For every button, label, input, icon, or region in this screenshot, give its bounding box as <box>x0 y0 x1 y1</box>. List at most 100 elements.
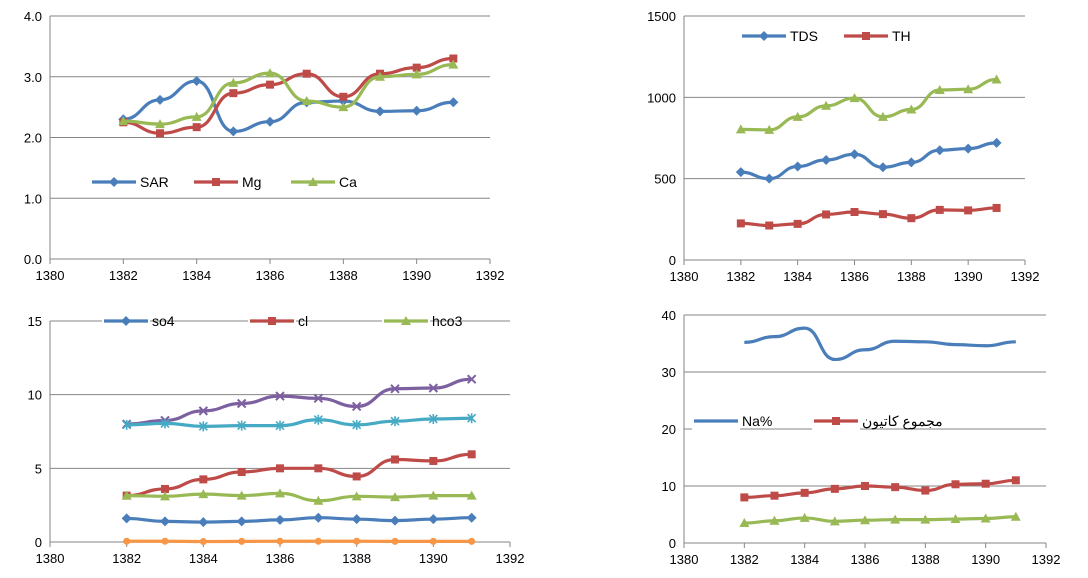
data-point <box>198 421 208 432</box>
x-tick-label: 1380 <box>36 268 65 283</box>
x-tick-label: 1390 <box>971 552 1000 567</box>
data-point <box>792 111 803 121</box>
data-point <box>934 145 945 156</box>
data-point <box>736 219 745 228</box>
legend-marker <box>759 31 769 41</box>
series-Ca <box>118 59 459 129</box>
data-point <box>314 464 323 473</box>
y-tick-label: 0 <box>669 253 676 268</box>
data-point <box>391 537 399 545</box>
y-tick-label: 40 <box>662 308 676 323</box>
series-line <box>126 377 472 426</box>
data-point <box>314 537 322 545</box>
data-point <box>236 398 247 409</box>
series-line <box>126 516 472 524</box>
x-tick-label: 1384 <box>790 552 819 567</box>
data-point <box>891 483 900 492</box>
legend-label: Na% <box>742 413 772 429</box>
series-3 <box>739 511 1021 528</box>
y-tick-label: 15 <box>28 314 42 329</box>
legend-label: hco3 <box>432 313 463 329</box>
data-point <box>964 206 973 215</box>
data-point <box>338 102 349 112</box>
chart-3: 0 5 10 15 1380 1382 1384 1386 1388 1390 1392 so4 cl h… <box>28 312 524 566</box>
series-line <box>740 141 997 181</box>
data-point <box>935 205 944 214</box>
data-point <box>198 517 209 528</box>
series-line <box>123 79 454 134</box>
legend-marker <box>862 32 870 40</box>
data-point <box>793 219 802 228</box>
data-point <box>877 111 888 121</box>
x-tick-label: 1380 <box>670 269 699 284</box>
data-point <box>860 515 870 525</box>
data-point <box>428 413 438 424</box>
data-point <box>829 516 840 526</box>
data-point <box>740 493 749 502</box>
legend-marker <box>109 177 119 187</box>
data-point <box>849 149 860 160</box>
y-tick-label: 20 <box>662 422 676 437</box>
data-point <box>276 537 284 545</box>
x-tick-label: 1384 <box>182 268 211 283</box>
series-مجموع کاتیون <box>740 476 1020 502</box>
data-point <box>191 76 202 87</box>
data-point <box>375 106 385 117</box>
data-point <box>276 464 284 473</box>
data-point <box>266 80 274 89</box>
y-tick-label: 4.0 <box>24 9 42 24</box>
legend-marker <box>308 177 318 186</box>
data-point <box>765 221 774 230</box>
y-tick-label: 5 <box>35 461 42 476</box>
series-line <box>123 56 454 135</box>
data-point <box>1011 476 1020 485</box>
data-point <box>467 450 476 459</box>
data-point <box>390 515 400 526</box>
y-tick-label: 3.0 <box>24 70 42 85</box>
y-tick-label: 0.0 <box>24 252 42 267</box>
data-point <box>1010 511 1021 521</box>
data-point <box>275 488 285 498</box>
data-point <box>907 214 916 223</box>
x-tick-label: 1386 <box>266 551 295 566</box>
y-tick-label: 30 <box>662 365 676 380</box>
data-point <box>449 54 458 63</box>
data-point <box>351 514 362 525</box>
data-point <box>428 383 439 393</box>
data-point <box>237 468 246 477</box>
data-point <box>121 513 132 524</box>
data-point <box>160 491 170 501</box>
data-point <box>275 420 285 431</box>
series-line <box>126 491 472 503</box>
x-tick-label: 1392 <box>476 268 505 283</box>
y-tick-label: 500 <box>654 172 676 187</box>
x-tick-label: 1388 <box>342 551 371 566</box>
x-tick-label: 1392 <box>1032 552 1061 567</box>
data-point <box>301 96 312 106</box>
data-point <box>951 480 960 489</box>
data-point <box>161 484 169 493</box>
data-point <box>313 393 324 404</box>
legend-label: so4 <box>152 313 175 329</box>
y-tick-label: 10 <box>28 388 42 403</box>
data-point <box>429 456 438 465</box>
data-point <box>390 384 400 394</box>
data-point <box>199 475 208 484</box>
data-point <box>236 516 247 527</box>
y-tick-label: 2.0 <box>24 131 42 146</box>
y-tick-label: 1500 <box>647 9 676 24</box>
data-point <box>339 92 348 101</box>
data-point <box>830 484 839 493</box>
y-tick-label: 1000 <box>647 90 676 105</box>
legend-label: SAR <box>140 174 169 190</box>
data-point <box>981 479 990 488</box>
x-tick-label: 1382 <box>730 552 759 567</box>
x-tick-label: 1386 <box>256 268 285 283</box>
data-point <box>238 537 246 545</box>
series-so4 <box>121 512 477 528</box>
data-point <box>963 84 974 94</box>
data-point <box>821 100 832 110</box>
data-point <box>192 123 201 132</box>
data-point <box>265 68 275 78</box>
chart-1: 0.0 1.0 2.0 3.0 4.0 1380 1382 1384 1386 1388 1390 1… <box>24 9 505 283</box>
